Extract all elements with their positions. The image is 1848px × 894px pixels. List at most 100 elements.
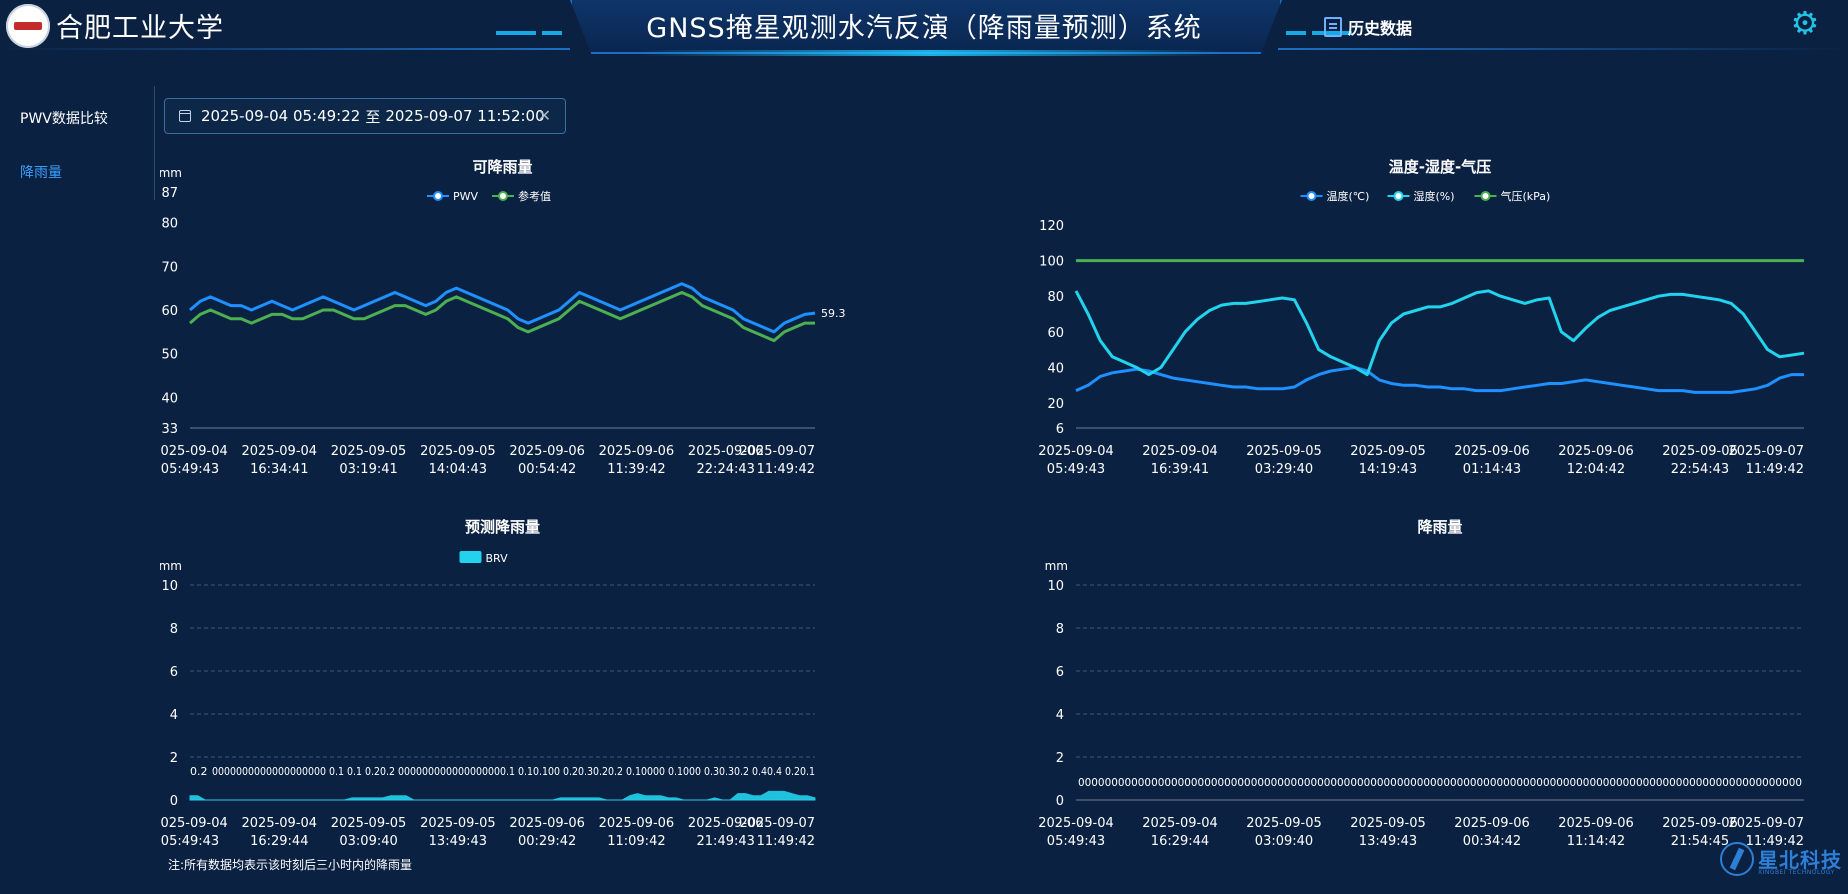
y-tick-label: 10 [161,579,178,594]
x-tick-label-time: 11:14:42 [1567,834,1625,849]
date-range-end: 2025-09-07 11:52:00 [385,107,545,125]
x-tick-label-date: 2025-09-05 [420,444,496,459]
x-tick-label-date: 2025-09-07 [1728,816,1804,831]
date-range-separator: 至 [365,107,381,126]
series-line-temperature [1075,366,1804,394]
x-tick-label-time: 11:39:42 [607,462,665,477]
y-tick-label: 20 [1047,397,1064,412]
calendar-icon [179,110,191,122]
header-decor-segment [1312,31,1352,35]
x-tick-label-date: 2025-09-06 [1662,444,1738,459]
x-tick-label-date: 2025-09-05 [1246,444,1322,459]
y-axis-unit: mm [1045,559,1068,573]
y-tick-label: 6 [170,665,178,680]
header-decor-segment [496,31,536,35]
y-tick-label: 50 [161,348,178,363]
end-value-label: 59.3 [821,307,846,320]
x-tick-label-time: 13:49:43 [1359,834,1417,849]
x-tick-label-date: 2025-09-07 [739,444,815,459]
chart-title: 降雨量 [1417,518,1462,536]
data-label: 0.2 [190,765,208,778]
x-tick-label-time: 12:04:42 [1567,462,1625,477]
y-tick-label: 4 [1056,708,1064,723]
series-line-humidity [1074,289,1805,377]
x-tick-label-time: 16:34:41 [250,462,308,477]
y-tick-label: 33 [161,422,178,437]
x-tick-label-time: 00:29:42 [518,834,576,849]
y-axis-unit: mm [160,559,182,573]
document-history-icon [1324,17,1342,37]
data-labels-row: 0000000000000000000000000000000000000000… [1078,776,1802,789]
sidebar-item-label: 降雨量 [20,165,62,181]
x-tick-label-time: 11:49:42 [1746,462,1804,477]
x-tick-label-time: 14:04:43 [429,462,487,477]
x-tick-label-time: 16:29:44 [1151,834,1209,849]
x-tick-label-date: 2025-09-06 [599,816,675,831]
y-tick-label: 120 [1039,219,1064,234]
x-tick-label-date: 2025-09-04 [242,444,318,459]
legend-label: 气压(kPa) [1501,189,1551,203]
x-tick-label-date: 2025-09-06 [1558,816,1634,831]
chart-temp-humidity-pressure: 温度-湿度-气压 6 20 40 60 80 100 120 2025-09-04 05:49:4… [1038,158,1805,477]
chart-title: 可降雨量 [472,158,532,176]
x-tick-label-date: 2025-09-06 [1558,444,1634,459]
x-tick-label-date: 2025-09-05 [1246,816,1322,831]
legend-label: 参考值 [518,189,551,203]
legend-marker [1393,191,1404,201]
y-tick-label: 60 [161,304,178,319]
legend-swatch [459,551,482,563]
y-tick-label: 2 [170,751,178,766]
header-bar: 合肥工业大学 GNSS掩星观测水汽反演（降雨量预测）系统 历史数据 ⚙ [0,0,1848,62]
x-tick-label-time: 22:54:43 [1671,462,1729,477]
y-tick-label: 80 [161,217,178,232]
x-tick-label-time: 05:49:43 [1047,834,1105,849]
legend-label: PWV [453,190,479,203]
history-data-button[interactable]: 历史数据 [1324,15,1412,39]
x-tick-label-time: 11:09:42 [607,834,665,849]
x-tick-label-date: 2025-09-06 [688,444,764,459]
x-tick-label-date: 2025-09-04 [1038,816,1114,831]
x-tick-label-date: 2025-09-04 [1142,816,1218,831]
y-tick-label: 4 [170,708,178,723]
header-decor-line-left [0,48,570,50]
x-tick-label-time: 11:49:42 [757,462,815,477]
x-tick-label-date: 2025-09-05 [331,444,407,459]
x-tick-label-date: 2025-09-04 [160,816,228,831]
y-axis-unit: mm [160,166,182,180]
date-range-picker[interactable]: 2025-09-04 05:49:22 至 2025-09-07 11:52:0… [164,98,566,134]
y-tick-label: 40 [1047,361,1064,376]
y-tick-label: 80 [1047,290,1064,305]
chart-rainfall: 降雨量 mm 0 2 4 6 8 10 2025-09-04 05:49:43 2025-09-04… [1038,518,1804,849]
x-tick-label-time: 03:29:40 [1255,462,1313,477]
x-tick-label-date: 2025-09-05 [420,816,496,831]
x-tick-label-date: 2025-09-05 [1350,816,1426,831]
x-tick-label-date: 2025-09-06 [509,816,585,831]
x-tick-label-time: 13:49:43 [429,834,487,849]
sidebar-item-rainfall[interactable]: 降雨量 [20,162,62,182]
x-tick-label-time: 03:09:40 [1255,834,1313,849]
x-tick-label-date: 2025-09-05 [331,816,407,831]
series-area-brv [189,790,816,801]
gear-icon[interactable]: ⚙ [1790,4,1820,42]
x-tick-label-date: 2025-09-07 [739,816,815,831]
x-tick-label-time: 11:49:42 [757,834,815,849]
series-line-reference [189,291,815,343]
y-tick-label: 8 [1056,622,1064,637]
x-tick-label-date: 2025-09-04 [242,816,318,831]
y-tick-label: 70 [161,260,178,275]
legend-marker [1306,191,1317,201]
header-decor-segment [542,31,562,35]
sidebar-item-pwv-compare[interactable]: PWV数据比较 [20,108,108,128]
y-tick-label: 8 [170,622,178,637]
x-tick-label-time: 05:49:43 [1047,462,1105,477]
y-tick-label: 2 [1056,751,1064,766]
x-tick-label-time: 11:49:42 [1746,834,1804,849]
brand-name: 星北科技 [1758,848,1842,872]
y-tick-label: 10 [1047,579,1064,594]
x-tick-label-time: 21:49:43 [697,834,755,849]
close-icon[interactable]: ✕ [537,106,551,125]
x-tick-label-date: 2025-09-04 [1038,444,1114,459]
sidebar-item-label: PWV数据比较 [20,111,108,127]
chart-title: 预测降雨量 [465,518,540,536]
y-tick-label: 60 [1047,326,1064,341]
